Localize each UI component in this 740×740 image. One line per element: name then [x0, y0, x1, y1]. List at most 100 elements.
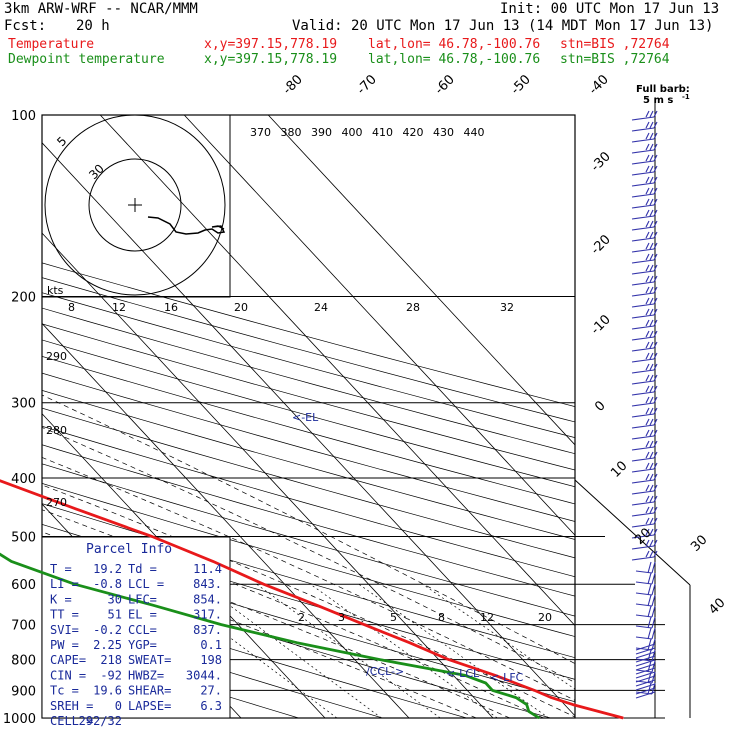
wind-barb-feather	[649, 231, 654, 239]
wind-barb	[635, 603, 653, 607]
parcel-info-cell: 198	[200, 653, 222, 667]
dewpoint-point	[10, 560, 12, 563]
wind-barb	[631, 149, 655, 154]
pressure-tick-label: 200	[11, 291, 36, 306]
wind-barb	[631, 116, 655, 121]
el-annotation: <-EL	[292, 411, 319, 424]
hodograph-trace	[147, 216, 226, 235]
dry-adiabat-line	[42, 444, 575, 597]
wind-barb-feather	[645, 429, 650, 437]
wind-barb	[631, 281, 655, 286]
temperature-point	[572, 703, 574, 706]
wind-barb-feather	[649, 143, 654, 151]
temperature-point	[622, 717, 624, 719]
wind-barb	[631, 402, 655, 407]
wind-barb-feather	[647, 638, 652, 651]
wind-barb-feather	[653, 143, 658, 151]
hodograph-ring-label: 30	[86, 161, 107, 182]
wind-barb-feather	[653, 121, 658, 129]
wind-barb-feather	[653, 253, 658, 261]
parcel-info-cell: CCL=	[128, 623, 157, 637]
thetae-label: 28	[406, 301, 420, 314]
wind-barb	[631, 446, 655, 451]
wind-barb-feather	[653, 154, 658, 162]
wind-barb-feather	[649, 165, 654, 173]
mixing-ratio-line	[422, 583, 575, 690]
wind-barb	[631, 226, 655, 231]
wind-barb-feather	[651, 561, 656, 574]
theta-label: 440	[464, 126, 485, 139]
wind-barb-feather	[653, 374, 658, 382]
wind-barb-feather	[649, 539, 654, 547]
isotherm-label: 10	[608, 459, 630, 481]
wind-barb	[631, 534, 655, 539]
wind-barb-feather	[645, 528, 650, 536]
legend-dewpoint-stn: stn=BIS ,72764	[560, 52, 670, 67]
parcel-info-cell: T =	[50, 562, 72, 576]
theta-side-label: 280	[46, 424, 67, 437]
wind-barb-feather	[645, 374, 650, 382]
isotherm-label: -20	[588, 232, 614, 258]
wind-barb-feather	[649, 495, 654, 503]
parcel-info-cell: HWBZ=	[128, 668, 164, 682]
wind-barb	[631, 435, 655, 440]
wind-barb-feather	[645, 121, 650, 129]
wind-barb-feather	[649, 385, 654, 393]
wind-barb-feather	[653, 429, 658, 437]
wind-barb	[631, 325, 655, 330]
wind-barb-feather	[649, 110, 654, 118]
thetae-label: 12	[112, 301, 126, 314]
wind-barb-feather	[645, 154, 650, 162]
parcel-info-cell: 0	[115, 699, 122, 713]
dry-adiabat-line	[42, 463, 575, 617]
wind-barb-hatch	[635, 671, 656, 679]
temperature-point	[316, 604, 318, 606]
isotherm-line	[42, 322, 410, 718]
dry-adiabat-line	[42, 262, 575, 407]
isotherm-label: -60	[432, 72, 458, 98]
parcel-info-cell: LCL =	[128, 577, 164, 591]
wind-barb-feather	[645, 473, 650, 481]
wind-barb-feather	[647, 572, 652, 585]
parcel-info-cell: 292/32	[79, 714, 122, 728]
temperature-point	[75, 508, 77, 510]
isotherm-line	[183, 115, 575, 536]
parcel-info-cell: -0.8	[93, 577, 122, 591]
wind-barb-hatch	[635, 675, 656, 683]
parcel-info-cell: SVI=	[50, 623, 79, 637]
wind-barb-feather	[645, 187, 650, 195]
parcel-info-cell: 19.2	[93, 562, 122, 576]
init-time: Init: 00 UTC Mon 17 Jun 13	[500, 1, 720, 17]
parcel-info-cell: YGP=	[128, 638, 157, 652]
pressure-tick-label: 100	[11, 109, 36, 124]
dewpoint-point	[526, 703, 528, 706]
parcel-info-cell: CELL =	[50, 714, 93, 728]
wind-barb-feather	[645, 308, 650, 316]
parcel-info-cell: SWEAT=	[128, 653, 171, 667]
wind-barb	[631, 479, 655, 484]
parcel-info-cell: 843.	[193, 577, 222, 591]
wind-barb-feather	[647, 605, 652, 618]
wind-barb-feather	[649, 341, 654, 349]
wind-barb-feather	[653, 132, 658, 140]
theta-label: 380	[281, 126, 302, 139]
temperature-point	[151, 535, 153, 538]
wind-barb-feather	[653, 363, 658, 371]
isotherm-line	[42, 232, 494, 718]
dry-adiabat-line	[42, 292, 575, 439]
parcel-info-cell: 19.6	[93, 684, 122, 698]
wind-barb-feather	[649, 473, 654, 481]
wind-barb-feather	[651, 572, 656, 585]
temperature-point	[494, 674, 497, 677]
wind-barb	[635, 636, 653, 640]
wind-barb	[631, 248, 655, 253]
isotherm-label: -80	[280, 72, 306, 98]
wind-barb-feather	[645, 231, 650, 239]
wind-barb-feather	[653, 451, 658, 459]
wind-barb	[631, 259, 655, 264]
dewpoint-line	[0, 552, 540, 720]
wind-barb-feather	[645, 539, 650, 547]
wind-barb-feather	[645, 363, 650, 371]
parcel-info-cell: LFC=	[128, 592, 157, 606]
wind-barb-feather	[649, 242, 654, 250]
